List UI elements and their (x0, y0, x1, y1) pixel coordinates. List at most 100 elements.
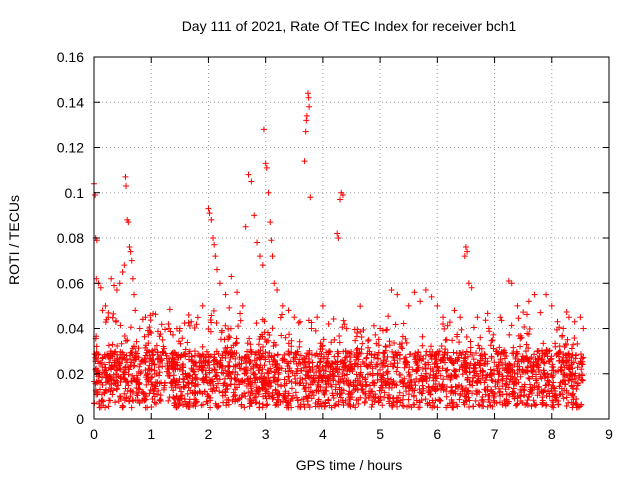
data-point (221, 336, 228, 343)
data-point (241, 378, 248, 385)
y-tick-label: 0.16 (57, 49, 84, 65)
data-point (109, 341, 116, 348)
data-point (540, 367, 547, 374)
data-point (507, 373, 514, 380)
data-point (199, 375, 206, 382)
data-point (381, 389, 388, 396)
data-point (399, 333, 406, 340)
data-point (406, 382, 413, 389)
data-point (357, 328, 364, 335)
data-point (261, 329, 268, 336)
data-point (482, 317, 489, 324)
data-point (104, 351, 111, 358)
data-point (306, 103, 313, 110)
data-point (372, 394, 379, 401)
data-point (358, 334, 365, 341)
data-point (526, 375, 533, 382)
data-point (319, 363, 326, 370)
data-point (461, 253, 468, 260)
data-point (260, 375, 267, 382)
data-point (440, 376, 447, 383)
data-point (474, 314, 481, 321)
data-point (341, 357, 348, 364)
data-point (384, 370, 391, 377)
data-point (399, 345, 406, 352)
data-point (368, 403, 375, 410)
data-point (575, 374, 582, 381)
data-point (329, 373, 336, 380)
data-point (425, 384, 432, 391)
data-point (105, 403, 112, 410)
data-point (173, 377, 180, 384)
data-point (180, 383, 187, 390)
data-point (94, 391, 101, 398)
data-point (372, 331, 379, 338)
data-point (336, 339, 343, 346)
data-point (519, 399, 526, 406)
data-point (458, 383, 465, 390)
data-point (446, 319, 453, 326)
data-point (391, 357, 398, 364)
data-point (269, 389, 276, 396)
data-point (147, 317, 154, 324)
data-point (182, 346, 189, 353)
data-point (411, 289, 418, 296)
data-point (126, 397, 133, 404)
data-point (488, 370, 495, 377)
data-point (99, 397, 106, 404)
data-point (563, 387, 570, 394)
data-point (342, 362, 349, 369)
data-point (531, 351, 538, 358)
x-axis-label: GPS time / hours (296, 457, 403, 473)
data-point (255, 341, 262, 348)
data-point (142, 393, 149, 400)
data-point (197, 389, 204, 396)
data-point (489, 337, 496, 344)
data-point (343, 325, 350, 332)
data-point (176, 375, 183, 382)
data-point (243, 359, 250, 366)
data-point (262, 160, 269, 167)
data-point (489, 389, 496, 396)
data-point (96, 400, 103, 407)
data-point (570, 401, 577, 408)
data-point (390, 363, 397, 370)
data-point (393, 368, 400, 375)
data-point (319, 302, 326, 309)
data-point (184, 390, 191, 397)
data-point (334, 230, 341, 237)
data-point (533, 401, 540, 408)
data-point (570, 396, 577, 403)
data-point (122, 173, 129, 180)
data-point (462, 354, 469, 361)
data-point (430, 377, 437, 384)
data-point (250, 369, 257, 376)
data-point (531, 382, 538, 389)
data-point (285, 340, 292, 347)
data-point (525, 298, 532, 305)
data-point (350, 379, 357, 386)
data-point (274, 287, 281, 294)
data-point (463, 348, 470, 355)
data-point (568, 383, 575, 390)
data-point (215, 380, 222, 387)
data-point (101, 367, 108, 374)
data-point (488, 337, 495, 344)
data-point (188, 353, 195, 360)
data-point (490, 345, 497, 352)
data-point (502, 380, 509, 387)
data-point (216, 280, 223, 287)
y-axis-label: ROTI / TECUs (6, 195, 22, 285)
data-point (300, 364, 307, 371)
data-point (441, 325, 448, 332)
data-point (226, 349, 233, 356)
data-point (180, 364, 187, 371)
data-point (206, 210, 213, 217)
data-point (320, 366, 327, 373)
data-point (157, 398, 164, 405)
data-point (417, 298, 424, 305)
data-point (207, 328, 214, 335)
data-point (112, 380, 119, 387)
data-point (388, 402, 395, 409)
data-point (99, 355, 106, 362)
